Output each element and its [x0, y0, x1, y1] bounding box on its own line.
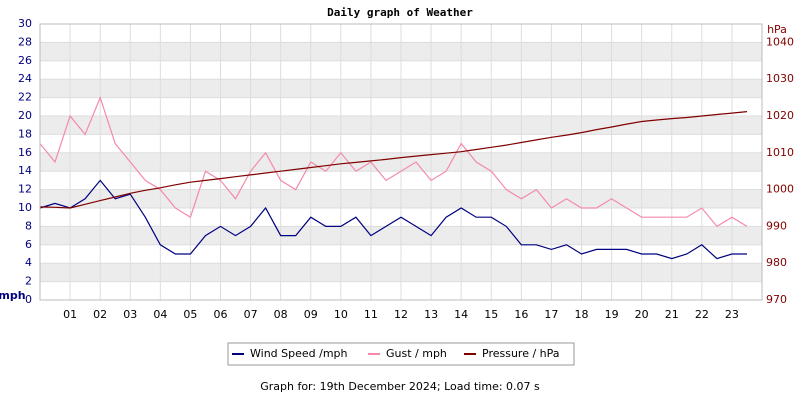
x-tick-label: 12 [394, 308, 408, 321]
x-tick-label: 17 [544, 308, 558, 321]
y-tick-label: 20 [18, 109, 32, 122]
y2-tick-label: 1010 [766, 146, 794, 159]
y-tick-label: 16 [18, 146, 32, 159]
legend-label: Wind Speed /mph [250, 347, 348, 360]
x-tick-label: 08 [274, 308, 288, 321]
y-tick-label: 6 [25, 238, 32, 251]
x-tick-label: 05 [183, 308, 197, 321]
series-line [39, 111, 748, 209]
chart-title: Daily graph of Weather [327, 6, 473, 19]
x-tick-label: 15 [484, 308, 498, 321]
x-tick-label: 21 [665, 308, 679, 321]
x-tick-label: 13 [424, 308, 438, 321]
x-tick-label: 23 [725, 308, 739, 321]
y2-tick-label: 970 [766, 293, 787, 306]
series-line [39, 179, 747, 260]
y2-tick-label: 1000 [766, 183, 794, 196]
y2-tick-label: 980 [766, 256, 787, 269]
y-tick-label: 8 [25, 219, 32, 232]
y-tick-label: 18 [18, 127, 32, 140]
legend-box [227, 342, 575, 366]
y2-tick-label: 1040 [766, 35, 794, 48]
y-tick-label: 2 [25, 275, 32, 288]
y-tick-label: 30 [18, 17, 32, 30]
y-tick-label: 22 [18, 91, 32, 104]
x-tick-label: 06 [214, 308, 228, 321]
y-tick-label: 14 [18, 164, 32, 177]
x-tick-label: 19 [605, 308, 619, 321]
x-tick-label: 04 [153, 308, 167, 321]
x-tick-label: 16 [514, 308, 528, 321]
y-tick-label: 28 [18, 35, 32, 48]
y-tick-label: 4 [25, 256, 32, 269]
legend-label: Pressure / hPa [482, 347, 560, 360]
y-axis-label: mph [0, 289, 26, 302]
x-tick-label: 22 [695, 308, 709, 321]
y-tick-label: 10 [18, 201, 32, 214]
plot-border [39, 23, 763, 301]
y-tick-label: 0 [25, 293, 32, 306]
y-tick-label: 26 [18, 54, 32, 67]
x-tick-label: 07 [244, 308, 258, 321]
y-tick-label: 12 [18, 183, 32, 196]
legend-label: Gust / mph [386, 347, 447, 360]
x-tick-label: 18 [575, 308, 589, 321]
footer: Graph for: 19th December 2024; Load time… [260, 380, 540, 393]
y2-axis-label: hPa [767, 23, 787, 36]
x-tick-label: 09 [304, 308, 318, 321]
x-tick-label: 10 [334, 308, 348, 321]
y-tick-label: 24 [18, 72, 32, 85]
y2-tick-label: 990 [766, 219, 787, 232]
x-tick-label: 02 [93, 308, 107, 321]
x-tick-label: 14 [454, 308, 468, 321]
y2-tick-label: 1020 [766, 109, 794, 122]
x-tick-label: 01 [63, 308, 77, 321]
y2-tick-label: 1030 [766, 72, 794, 85]
x-tick-label: 03 [123, 308, 137, 321]
x-tick-label: 11 [364, 308, 378, 321]
x-tick-label: 20 [635, 308, 649, 321]
